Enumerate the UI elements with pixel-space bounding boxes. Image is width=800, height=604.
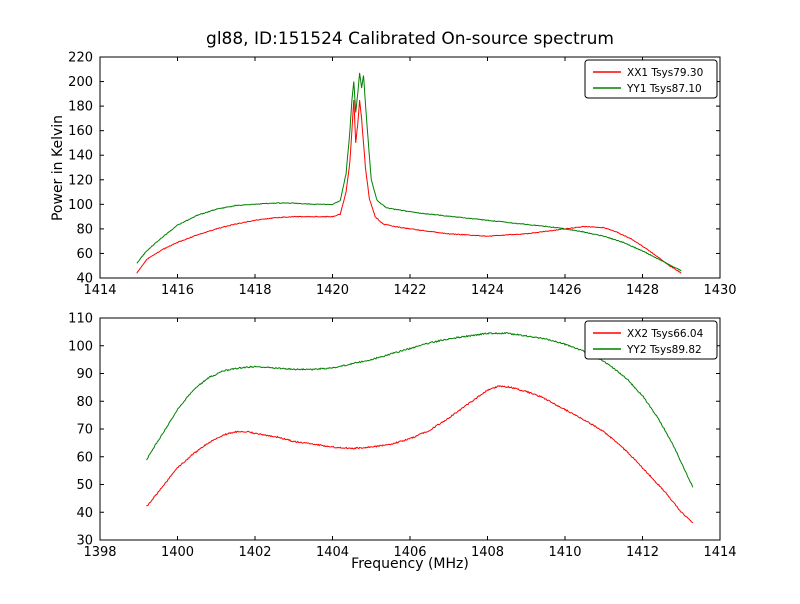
x-tick-label: 1412 [626, 545, 659, 560]
x-tick-label: 1422 [393, 283, 426, 298]
figure-title: gl88, ID:151524 Calibrated On-source spe… [206, 29, 614, 49]
bottom-subplot: 1398 1400 1402 1404 1406 1408 1410 1412 1414 30 40… [68, 312, 736, 561]
y-tick-label: 200 [68, 75, 93, 90]
series-yy1-line [136, 72, 682, 272]
y-tick-label: 100 [68, 198, 93, 213]
y-tick-label: 100 [68, 339, 93, 354]
x-tick-label: 1410 [548, 545, 581, 560]
x-tick-label: 1420 [316, 283, 349, 298]
y-axis-label: Power in Kelvin [50, 115, 66, 221]
x-tick-label: 1418 [238, 283, 271, 298]
x-tick-label: 1408 [471, 545, 504, 560]
x-axis-label: Frequency (MHz) [351, 556, 469, 572]
legend-label: XX1 Tsys79.30 [627, 67, 703, 79]
y-tick-label: 40 [76, 506, 93, 521]
x-tick-label: 1404 [316, 545, 349, 560]
x-tick-label: 1414 [83, 283, 116, 298]
y-tick-label: 90 [76, 367, 93, 382]
y-tick-label: 50 [76, 478, 93, 493]
y-tick-label: 80 [76, 222, 93, 237]
legend-label: XX2 Tsys66.04 [627, 328, 704, 340]
y-tick-label: 30 [76, 534, 93, 549]
y-tick-label: 70 [76, 423, 93, 438]
y-tick-label: 140 [68, 149, 93, 164]
legend: XX2 Tsys66.04 YY2 Tsys89.82 [584, 320, 718, 360]
x-tick-label: 1414 [703, 545, 736, 560]
y-tick-label: 60 [76, 247, 93, 262]
y-tick-label: 80 [76, 395, 93, 410]
x-tick-label: 1424 [471, 283, 504, 298]
y-tick-label: 110 [68, 312, 93, 327]
x-tick-label: 1426 [548, 283, 581, 298]
x-tick-label: 1416 [161, 283, 194, 298]
legend: XX1 Tsys79.30 YY1 Tsys87.10 [584, 59, 718, 99]
y-tick-label: 120 [68, 173, 93, 188]
legend-label: YY1 Tsys87.10 [626, 83, 702, 95]
series-xx1-line [136, 99, 682, 274]
y-tick-label: 160 [68, 124, 93, 139]
x-tick-label: 1406 [393, 545, 426, 560]
legend-label: YY2 Tsys89.82 [626, 344, 702, 356]
x-tick-label: 1428 [626, 283, 659, 298]
y-tick-label: 40 [76, 272, 93, 287]
y-tick-label: 60 [76, 450, 93, 465]
x-tick-label: 1430 [703, 283, 736, 298]
series-xx2-line [146, 385, 694, 524]
series-yy2-line [146, 331, 694, 488]
y-tick-label: 220 [68, 51, 93, 66]
x-tick-label: 1402 [238, 545, 271, 560]
y-tick-label: 180 [68, 100, 93, 115]
x-tick-label: 1400 [161, 545, 194, 560]
x-tick-label: 1398 [83, 545, 116, 560]
top-subplot: 1414 1416 1418 1420 1422 1424 1426 1428 1430 40 60… [68, 51, 736, 299]
